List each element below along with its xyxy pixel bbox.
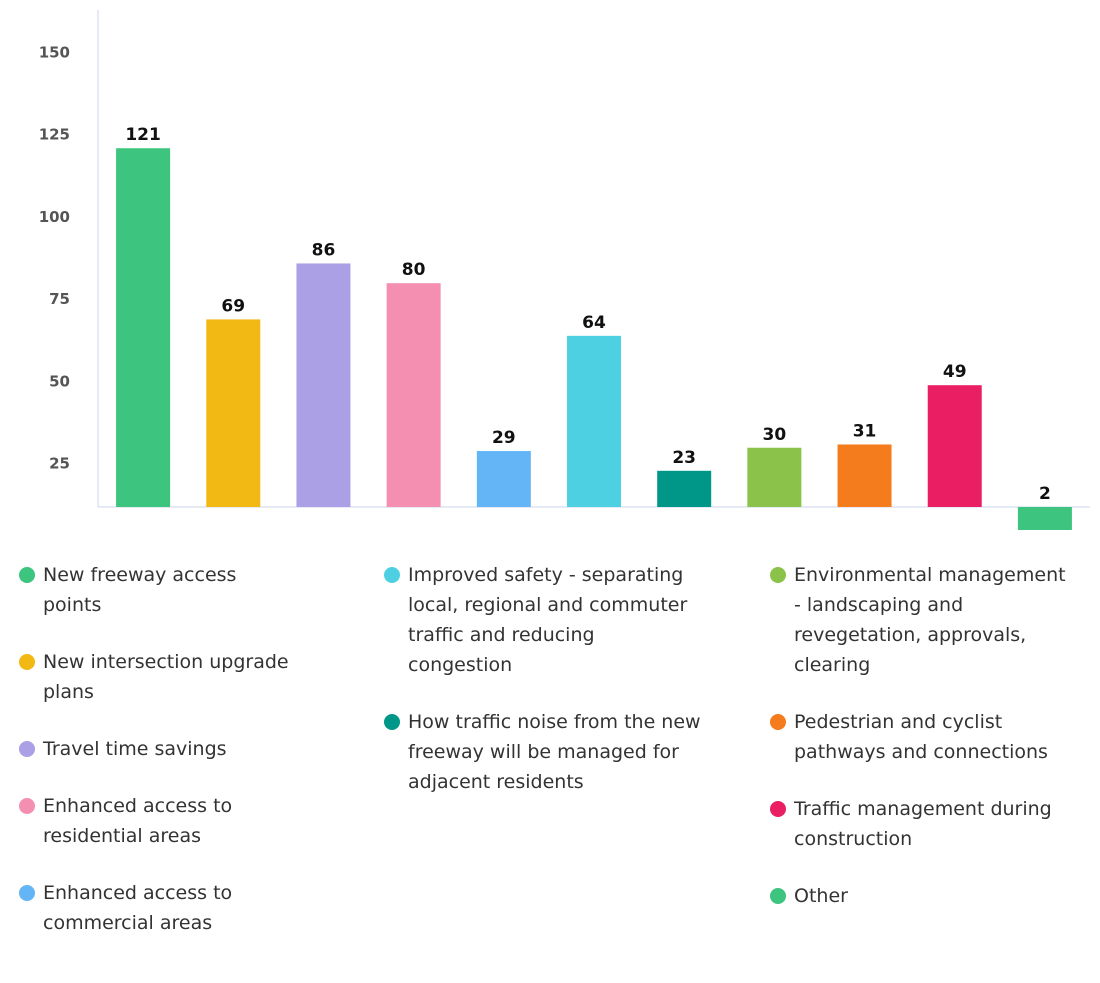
value-label: 121 (125, 125, 161, 145)
legend-swatch (770, 714, 786, 730)
bar (1017, 507, 1072, 530)
legend-item: Other (770, 881, 1070, 911)
legend-swatch (770, 801, 786, 817)
legend-column: New freeway access points New intersectio… (19, 560, 289, 965)
legend-item: Enhanced access to residential areas (19, 791, 289, 851)
y-tick-label: 150 (39, 43, 70, 61)
value-label: 30 (763, 425, 787, 445)
legend-column: Environmental management - landscaping a… (770, 560, 1070, 938)
value-label: 69 (221, 296, 245, 316)
bar (476, 451, 531, 507)
bar (747, 447, 802, 507)
y-tick-label: 25 (49, 455, 70, 473)
y-tick-label: 50 (49, 372, 70, 390)
chart: 25 50 75 100 125 150 121 69 86 80 29 64 23 30 31 49 2 (39, 10, 1090, 530)
y-tick-label: 75 (49, 290, 70, 308)
legend-item: How traffic noise from the new freeway w… (384, 707, 704, 797)
bar (657, 470, 712, 507)
legend-item: New intersection upgrade plans (19, 647, 289, 707)
value-label: 49 (943, 362, 967, 382)
legend-label: Improved safety - separating local, regi… (408, 564, 688, 676)
legend-item: Enhanced access to commercial areas (19, 878, 289, 938)
legend-label: How traffic noise from the new freeway w… (408, 711, 701, 793)
legend-label: Environmental management - landscaping a… (794, 564, 1066, 676)
bar (206, 319, 261, 507)
legend-label: Enhanced access to commercial areas (43, 882, 233, 934)
legend-item: Traffic management during construction (770, 794, 1070, 854)
legend-column: Improved safety - separating local, regi… (384, 560, 704, 824)
legend-swatch (770, 888, 786, 904)
bar (116, 148, 171, 507)
legend-item: Environmental management - landscaping a… (770, 560, 1070, 680)
legend-swatch (384, 567, 400, 583)
value-label: 80 (402, 260, 426, 280)
value-label: 29 (492, 428, 516, 448)
legend-label: Pedestrian and cyclist pathways and conn… (794, 711, 1048, 763)
value-label: 64 (582, 313, 606, 333)
legend-label: Travel time savings (43, 738, 227, 760)
y-tick-label: 125 (39, 126, 70, 144)
bar (567, 335, 621, 507)
legend-swatch (384, 714, 400, 730)
bar (386, 283, 441, 507)
value-label: 23 (672, 448, 696, 468)
legend-label: Other (794, 885, 848, 907)
value-label: 86 (312, 240, 336, 260)
legend-swatch (19, 885, 35, 901)
legend-swatch (19, 798, 35, 814)
legend-item: Travel time savings (19, 734, 289, 764)
legend-item: New freeway access points (19, 560, 289, 620)
legend-label: New intersection upgrade plans (43, 651, 289, 703)
legend-swatch (19, 654, 35, 670)
bar (837, 444, 892, 507)
legend-item: Pedestrian and cyclist pathways and conn… (770, 707, 1070, 767)
legend-swatch (19, 567, 35, 583)
legend-label: Traffic management during construction (794, 798, 1052, 850)
legend-label: New freeway access points (43, 564, 237, 616)
legend-label: Enhanced access to residential areas (43, 795, 233, 847)
bar (296, 263, 351, 507)
value-label: 31 (853, 421, 877, 441)
legend-swatch (19, 741, 35, 757)
legend-item: Improved safety - separating local, regi… (384, 560, 704, 680)
value-label: 2 (1039, 484, 1051, 504)
y-tick-label: 100 (39, 208, 70, 226)
bar (927, 385, 982, 507)
legend-swatch (770, 567, 786, 583)
